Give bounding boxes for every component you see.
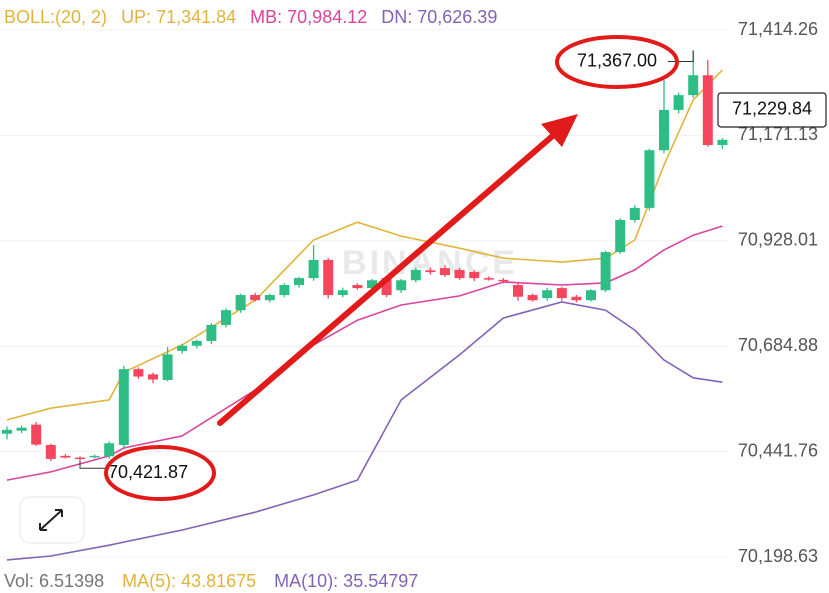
y-tick-label: 70,928.01 — [738, 230, 818, 250]
y-axis: 71,414.26 71,171.13 70,928.01 70,684.88 70,4… — [717, 19, 827, 566]
candle-body — [454, 269, 465, 279]
header: BOLL:(20, 2) UP: 71,341.84 MB: 70,984.12 DN… — [4, 7, 497, 27]
candle-body — [440, 268, 450, 276]
candle-body — [16, 427, 27, 431]
candle-body — [104, 443, 115, 457]
grid — [0, 29, 728, 558]
candle-body — [133, 369, 144, 377]
indicator-label: BOLL:(20, 2) — [4, 7, 107, 27]
candle-body — [60, 455, 71, 458]
candle-body — [673, 95, 684, 110]
annotation-label: 70,421.87 — [108, 462, 188, 482]
y-tick-label: 71,171.13 — [738, 124, 818, 144]
candle-body — [571, 296, 582, 301]
highlight-ellipse — [555, 35, 679, 89]
expand-icon[interactable] — [39, 509, 63, 531]
candle-body — [688, 75, 699, 96]
annotation-connector — [79, 460, 106, 469]
candle-body — [513, 285, 523, 297]
arrow-head — [541, 114, 578, 147]
candle-body — [235, 295, 246, 311]
candle-body — [367, 280, 377, 289]
candle-body — [556, 288, 567, 299]
candle-body — [308, 259, 319, 279]
candle-body — [337, 290, 348, 296]
candle-body — [615, 220, 626, 253]
candle-body — [469, 272, 480, 279]
candle-body — [352, 285, 363, 289]
candle-body — [396, 280, 407, 291]
expand-button[interactable] — [19, 496, 85, 544]
last-price-box — [717, 92, 827, 128]
candle-body — [162, 354, 173, 380]
candle-body — [498, 279, 509, 282]
band-line — [6, 301, 723, 561]
candle-body — [45, 445, 56, 459]
candle-body — [294, 278, 304, 286]
annotation-label: 71,367.00 — [577, 50, 657, 70]
candle-body — [381, 278, 392, 296]
candle-body — [177, 345, 188, 351]
candle-body — [264, 295, 275, 301]
watermark: BINANCE — [342, 244, 518, 282]
band-line — [6, 225, 723, 481]
legend-entry: MB: 70,984.12 — [250, 7, 367, 27]
candles — [2, 50, 728, 462]
y-tick-label: 70,441.76 — [738, 440, 818, 460]
candle-body — [659, 109, 669, 151]
last-price-label: 71,229.84 — [732, 99, 812, 119]
footer-stat: Vol: 6.51398 — [4, 571, 104, 591]
candle-body — [586, 290, 596, 301]
highlight-ellipse — [104, 445, 216, 501]
candle-body — [89, 455, 100, 458]
candle-body — [323, 259, 334, 296]
candle-body — [221, 310, 231, 325]
candle-body — [425, 270, 436, 273]
candle-body — [629, 207, 640, 221]
candle-body — [279, 285, 290, 296]
candle-body — [644, 150, 655, 208]
candle-body — [118, 369, 129, 446]
candle-body — [600, 252, 611, 291]
candle-body — [542, 290, 553, 299]
candle-body — [206, 324, 217, 341]
y-tick-label: 71,414.26 — [738, 19, 818, 39]
candle-body — [2, 429, 12, 434]
arrow-shaft — [217, 130, 559, 426]
footer: Vol: 6.51398 MA(5): 43.81675 MA(10): 35.54… — [4, 571, 418, 591]
candle-body — [717, 139, 728, 146]
candle-body — [483, 278, 494, 280]
legend-entry: UP: 71,341.84 — [121, 7, 236, 27]
candle-body — [250, 295, 261, 301]
legend-entry: DN: 70,626.39 — [381, 7, 497, 27]
candle-body — [148, 374, 158, 380]
y-tick-label: 70,198.63 — [738, 546, 818, 566]
y-tick-label: 70,684.88 — [738, 335, 818, 355]
candle-body — [527, 295, 538, 301]
candle-body — [31, 424, 42, 445]
footer-stat: MA(10): 35.54797 — [274, 571, 418, 591]
candle-body — [75, 457, 85, 460]
candle-body — [702, 75, 713, 146]
candle-body — [410, 269, 421, 281]
annotations: 71,367.00 70,421.87 — [79, 50, 694, 482]
candle-body — [191, 340, 202, 346]
footer-stat: MA(5): 43.81675 — [122, 571, 256, 591]
